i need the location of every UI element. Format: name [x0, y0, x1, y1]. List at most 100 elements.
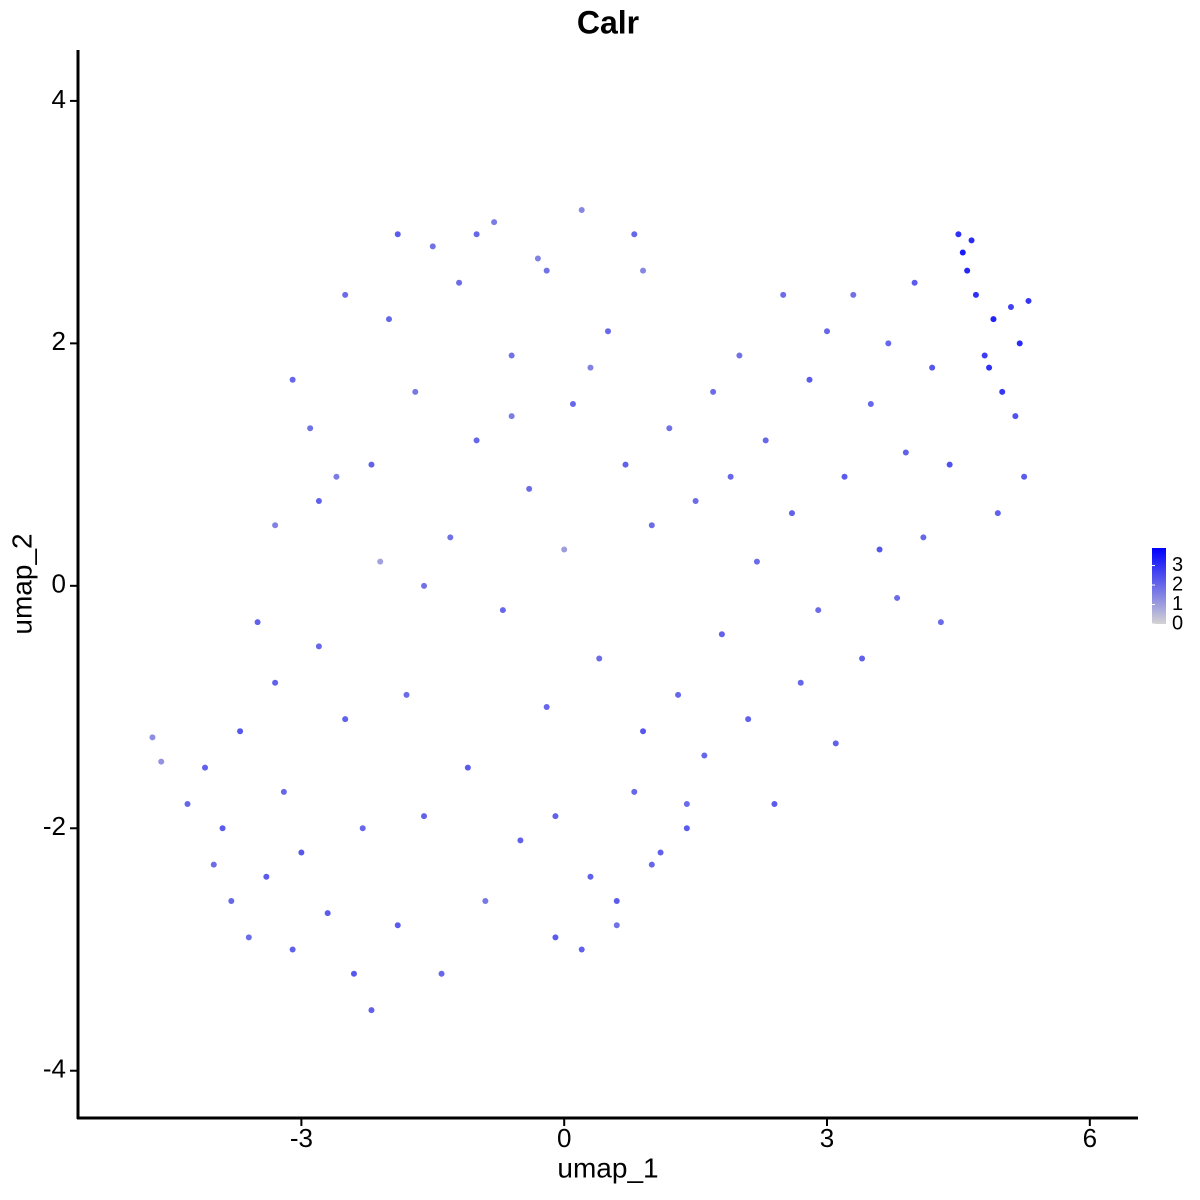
point [613, 922, 620, 929]
point [968, 237, 975, 244]
point [999, 388, 1006, 395]
x-tick-label: -3 [290, 1123, 313, 1153]
point [491, 219, 498, 226]
point [237, 728, 244, 735]
point [964, 267, 971, 274]
point [552, 813, 559, 820]
y-axis-label: umap_2 [6, 533, 37, 634]
point [622, 461, 629, 468]
x-tick-label: 0 [557, 1123, 571, 1153]
y-tick-label: -4 [43, 1054, 66, 1084]
point [289, 376, 296, 383]
point [184, 801, 191, 808]
point [149, 734, 156, 741]
point [429, 243, 436, 250]
point [946, 461, 953, 468]
point [578, 946, 585, 953]
point [727, 473, 734, 480]
point [981, 352, 988, 359]
point [867, 400, 874, 407]
point [605, 328, 611, 335]
point [342, 716, 349, 723]
point [894, 594, 901, 601]
point [342, 291, 349, 298]
point [482, 898, 489, 905]
point [771, 801, 778, 808]
point [631, 231, 638, 238]
point [499, 607, 506, 614]
point [815, 607, 822, 614]
point [587, 364, 594, 371]
point [1016, 340, 1023, 347]
point [832, 740, 839, 747]
point [324, 910, 331, 917]
point [394, 922, 401, 929]
point [675, 691, 682, 698]
point [990, 316, 997, 323]
point [683, 801, 690, 808]
point [315, 497, 322, 504]
point [824, 328, 831, 335]
point [315, 643, 322, 650]
point [666, 425, 673, 432]
point [263, 873, 270, 880]
point [350, 970, 357, 977]
point [228, 898, 235, 905]
point [289, 946, 296, 953]
point [158, 758, 165, 765]
point [526, 485, 533, 492]
point [543, 704, 550, 711]
point [307, 425, 314, 432]
point [219, 825, 226, 832]
point [587, 873, 594, 880]
point [986, 364, 993, 371]
point [613, 898, 620, 905]
point [202, 764, 209, 771]
point [272, 679, 279, 686]
colorbar-tick-label: 3 [1172, 554, 1183, 576]
point [385, 316, 392, 323]
x-tick-label: 6 [1083, 1123, 1097, 1153]
point [920, 534, 927, 541]
point [403, 691, 410, 698]
point [911, 279, 918, 286]
point [394, 231, 401, 238]
point [1021, 473, 1028, 480]
point [578, 207, 585, 214]
point [762, 437, 769, 444]
y-tick-label: 0 [52, 569, 66, 599]
point [368, 1007, 375, 1014]
point [1012, 413, 1019, 420]
point [447, 534, 454, 541]
point [473, 437, 480, 444]
point [959, 249, 966, 256]
point [210, 861, 217, 868]
point [508, 413, 515, 420]
point [561, 546, 568, 553]
point [517, 837, 524, 844]
colorbar-tick-label: 1 [1172, 593, 1183, 615]
point [412, 388, 419, 395]
point [245, 934, 252, 941]
x-tick-label: 3 [820, 1123, 834, 1153]
point [456, 279, 463, 286]
point [543, 267, 550, 274]
point [569, 400, 576, 407]
point [780, 291, 787, 298]
point [464, 764, 471, 771]
point [994, 510, 1001, 517]
point [902, 449, 909, 456]
point [640, 267, 647, 274]
point [859, 655, 866, 662]
point [333, 473, 340, 480]
point [841, 473, 848, 480]
point [753, 558, 760, 565]
colorbar-tick-label: 0 [1172, 612, 1183, 634]
point [368, 461, 375, 468]
point [473, 231, 480, 238]
point [797, 679, 804, 686]
colorbar-tick-label: 2 [1172, 573, 1183, 595]
point [552, 934, 559, 941]
y-tick-label: 4 [52, 84, 66, 114]
point [701, 752, 708, 759]
